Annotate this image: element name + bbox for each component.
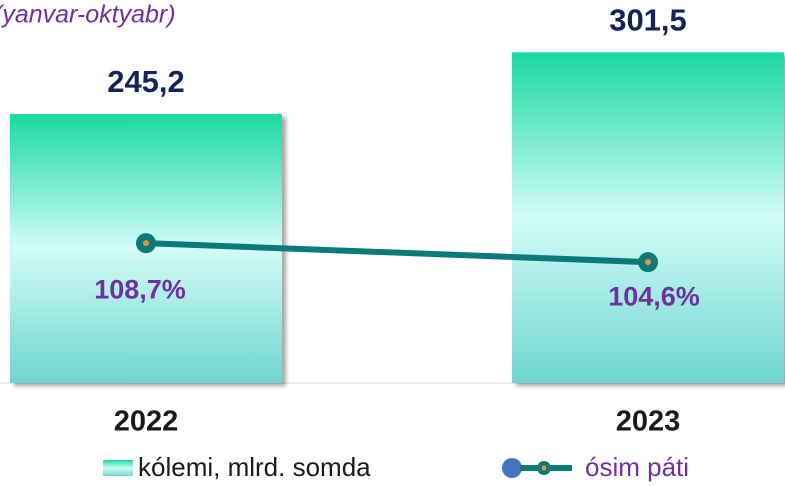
x-tick-label: 2022	[114, 406, 179, 438]
legend-label: ósim páti	[585, 452, 689, 482]
legend-label: kólemi, mlrd. somda	[138, 452, 371, 482]
line	[145, 240, 649, 266]
legend: kólemi, mlrd. somda ósim páti	[103, 452, 689, 482]
data-label: 301,5	[609, 2, 687, 37]
legend-icon	[502, 458, 522, 478]
x-tick-label: 2023	[616, 406, 681, 438]
data-label: 108,7%	[94, 274, 186, 304]
line-marker-dot	[645, 259, 651, 266]
legend-swatch	[103, 460, 133, 476]
line-marker-dot	[143, 240, 149, 247]
data-label: 245,2	[107, 64, 185, 99]
bar	[512, 52, 784, 384]
legend-marker-dot	[541, 465, 547, 471]
chart-title: (yanvar-oktyabr)	[0, 1, 176, 29]
data-label: 104,6%	[608, 281, 700, 311]
